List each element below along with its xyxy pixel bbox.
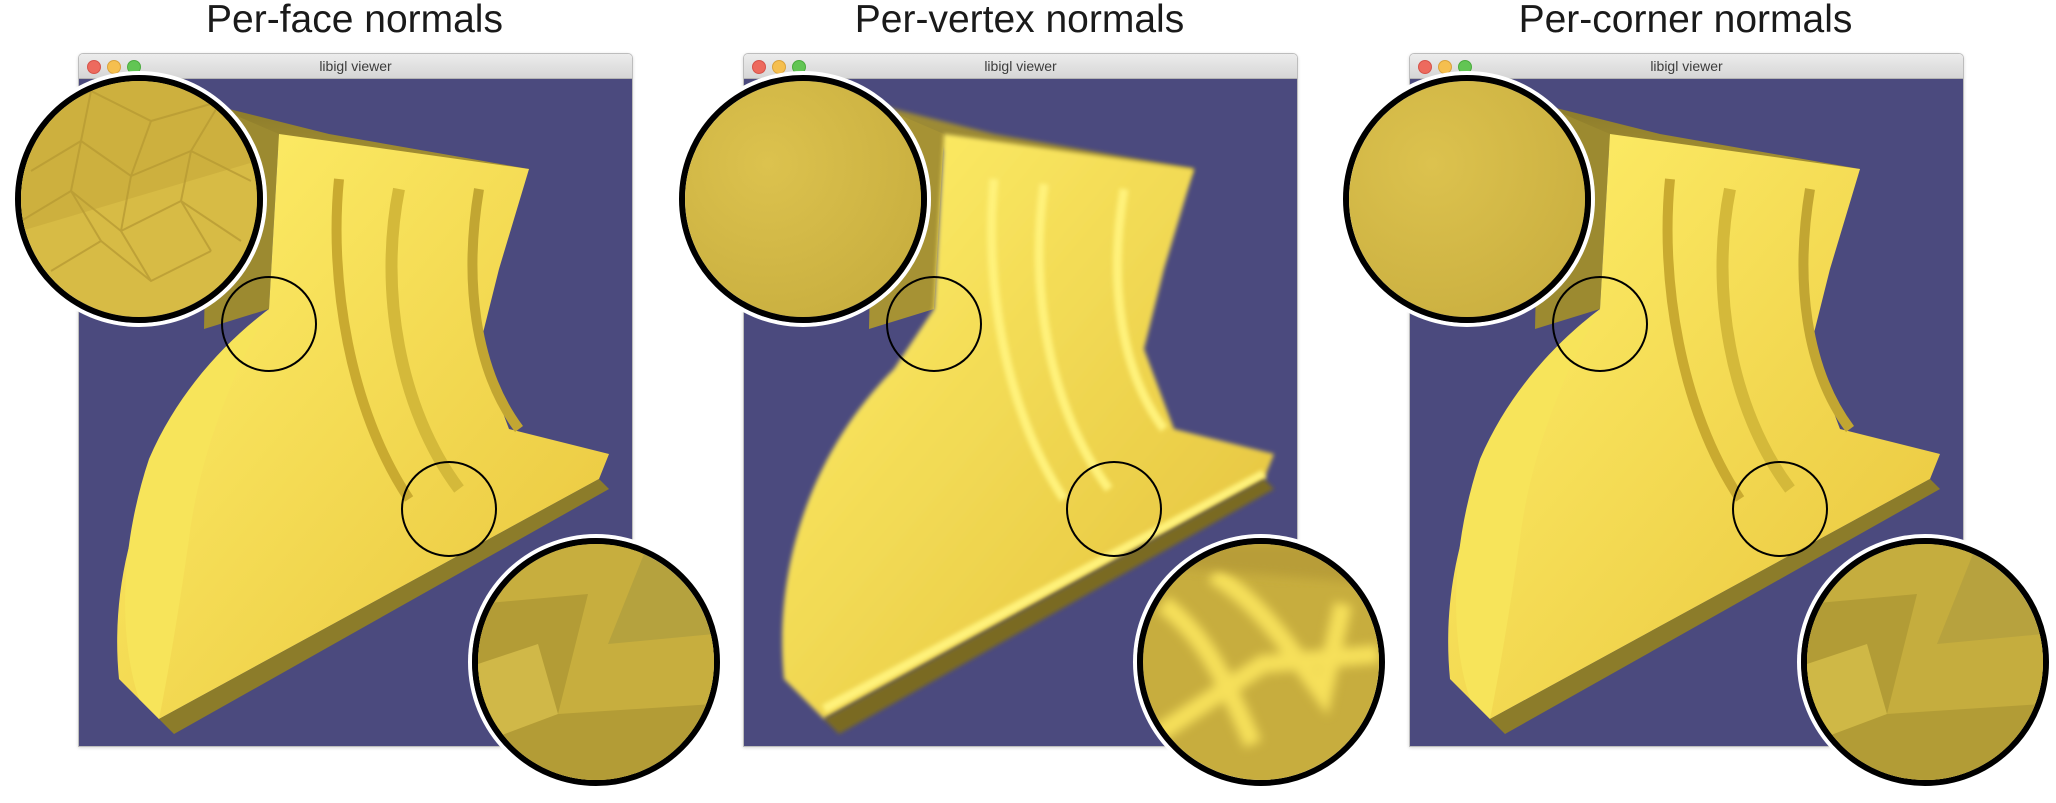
mesh-main-body [117, 134, 609, 719]
mesh-bottom-highlight [821, 470, 1267, 713]
window-title: libigl viewer [984, 58, 1057, 74]
window-titlebar[interactable]: libigl viewer [79, 54, 632, 79]
mesh-groove-2 [385, 187, 464, 493]
window-title: libigl viewer [1650, 58, 1723, 74]
zoom-target-lower [401, 461, 497, 557]
zoom-target-upper [1552, 276, 1648, 372]
mesh-main-body [1448, 134, 1940, 719]
mesh-groove-1 [331, 178, 414, 502]
mesh-front-face [1456, 309, 1600, 719]
close-button[interactable] [1418, 60, 1432, 74]
mesh-groove-2 [1034, 183, 1113, 492]
zoom-target-upper [221, 276, 317, 372]
mesh-bottom-ledge [159, 479, 609, 734]
close-button[interactable] [752, 60, 766, 74]
mesh-front-face [125, 309, 269, 719]
zoom-content [1349, 81, 1585, 317]
zoom-inset-lower-per-vertex [1137, 538, 1385, 786]
maximize-button[interactable] [127, 60, 141, 74]
window-title: libigl viewer [319, 58, 392, 74]
mesh-groove-3 [467, 188, 524, 432]
mesh-groove-3 [1113, 188, 1168, 432]
zoom-target-lower [1066, 461, 1162, 557]
mesh-groove-1 [1662, 178, 1745, 502]
maximize-button[interactable] [1458, 60, 1472, 74]
mesh-groove-2 [1716, 187, 1795, 493]
zoom-inset-lower-per-face [472, 538, 720, 786]
mesh-render [117, 104, 609, 734]
minimize-button[interactable] [772, 60, 786, 74]
mesh-render [782, 104, 1274, 734]
mesh-bottom-ledge [1490, 479, 1940, 734]
mesh-groove-1 [987, 178, 1068, 502]
zoom-content [1143, 544, 1379, 780]
zoom-content [21, 81, 257, 317]
minimize-button[interactable] [1438, 60, 1452, 74]
mesh-groove-3 [1798, 188, 1855, 432]
maximize-button[interactable] [792, 60, 806, 74]
panel-title-per-face: Per-face normals [206, 0, 503, 41]
panel-title-per-vertex: Per-vertex normals [854, 0, 1185, 41]
zoom-inset-upper-per-vertex [679, 75, 927, 323]
close-button[interactable] [87, 60, 101, 74]
zoom-target-upper [886, 276, 982, 372]
window-titlebar[interactable]: libigl viewer [1410, 54, 1963, 79]
mesh-bottom-ledge [824, 479, 1274, 734]
window-titlebar[interactable]: libigl viewer [744, 54, 1297, 79]
panel-title-per-corner: Per-corner normals [1518, 0, 1853, 41]
zoom-inset-upper-per-face [15, 75, 263, 323]
zoom-target-lower [1732, 461, 1828, 557]
minimize-button[interactable] [107, 60, 121, 74]
zoom-content [478, 544, 714, 780]
zoom-inset-lower-per-corner [1801, 538, 2049, 786]
zoom-content [1807, 544, 2043, 780]
zoom-content [685, 81, 921, 317]
zoom-inset-upper-per-corner [1343, 75, 1591, 323]
